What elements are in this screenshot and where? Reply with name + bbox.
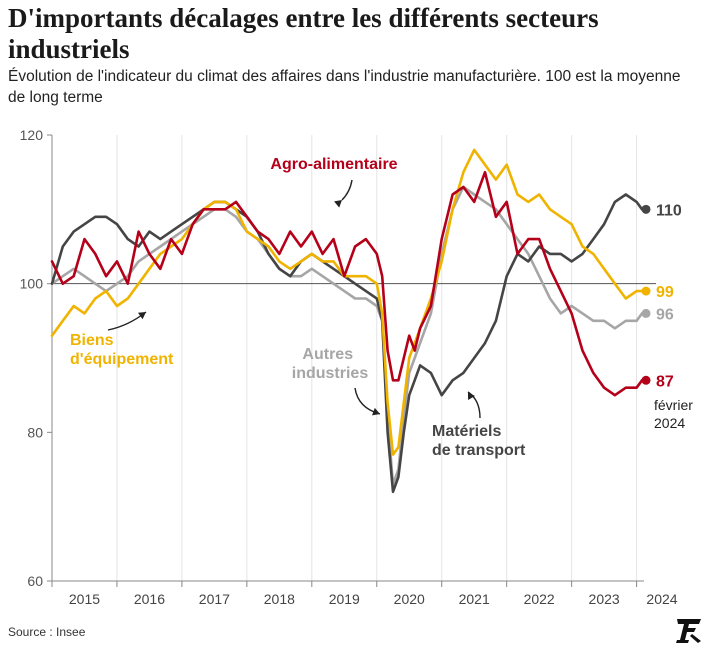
series-lines [50,148,651,494]
end-value-biens: 99 [656,284,674,301]
annotation-autres-line2: industries [292,365,369,382]
x-tick-label: 2024 [646,591,677,607]
source-note: Source : Insee [8,625,86,639]
x-tick-label: 2016 [134,591,165,607]
annotation-materiels-line2: de transport [432,442,526,459]
end-point-materiels [641,204,651,214]
arrow-head-biens [137,312,146,320]
series-line-autres [50,185,644,486]
y-tick-label: 60 [27,573,43,589]
end-value-materiels: 110 [656,202,682,219]
annotation-agro: Agro-alimentaire [270,156,397,173]
x-tick-label: 2023 [589,591,620,607]
annotation-autres: Autres industries [292,346,369,382]
le-figaro-logo [676,619,701,643]
end-point-biens [641,286,651,296]
annotation-arrows [107,179,481,419]
annotation-biens-line1: Biens [70,332,114,349]
x-tick-label: 2022 [524,591,555,607]
grid-lines [116,135,638,581]
chart-title: D'importants décalages entre les différe… [8,3,599,64]
x-tick-label: 2021 [459,591,490,607]
end-value-autres: 96 [656,306,674,323]
y-tick-label: 80 [27,424,43,440]
x-tick-label: 2015 [69,591,100,607]
annotation-biens-line2: d'équipement [70,351,174,368]
series-line-biens [50,148,644,456]
chart-subtitle: Évolution de l'indicateur du climat des … [8,68,681,106]
annotation-biens: Biens d'équipement [70,332,174,368]
series-line-agro [50,170,644,397]
arrow-head-agro [334,200,342,208]
end-point-agro [641,375,651,385]
series-line-materiels [50,193,644,494]
end-point-autres [641,308,651,318]
annotation-materiels-line1: Matériels [432,423,501,440]
y-tick-label: 120 [20,127,44,143]
annotation-materiels: Matériels de transport [432,423,526,459]
arrow-head-materiels [468,392,475,401]
end-date-label: février 2024 [654,397,697,431]
annotation-autres-line1: Autres [302,346,353,363]
x-tick-label: 2020 [394,591,425,607]
end-date-line1: février [654,397,693,413]
annotation-arrow-agro [341,179,353,201]
y-tick-label: 100 [20,276,44,292]
arrow-head-autres [372,407,380,416]
end-value-agro: 87 [656,373,674,390]
x-tick-label: 2018 [264,591,295,607]
end-date-line2: 2024 [654,415,685,431]
x-tick-label: 2017 [199,591,230,607]
labels: Agro-alimentaire Biens d'équipement Autr… [70,156,697,459]
x-tick-label: 2019 [329,591,360,607]
